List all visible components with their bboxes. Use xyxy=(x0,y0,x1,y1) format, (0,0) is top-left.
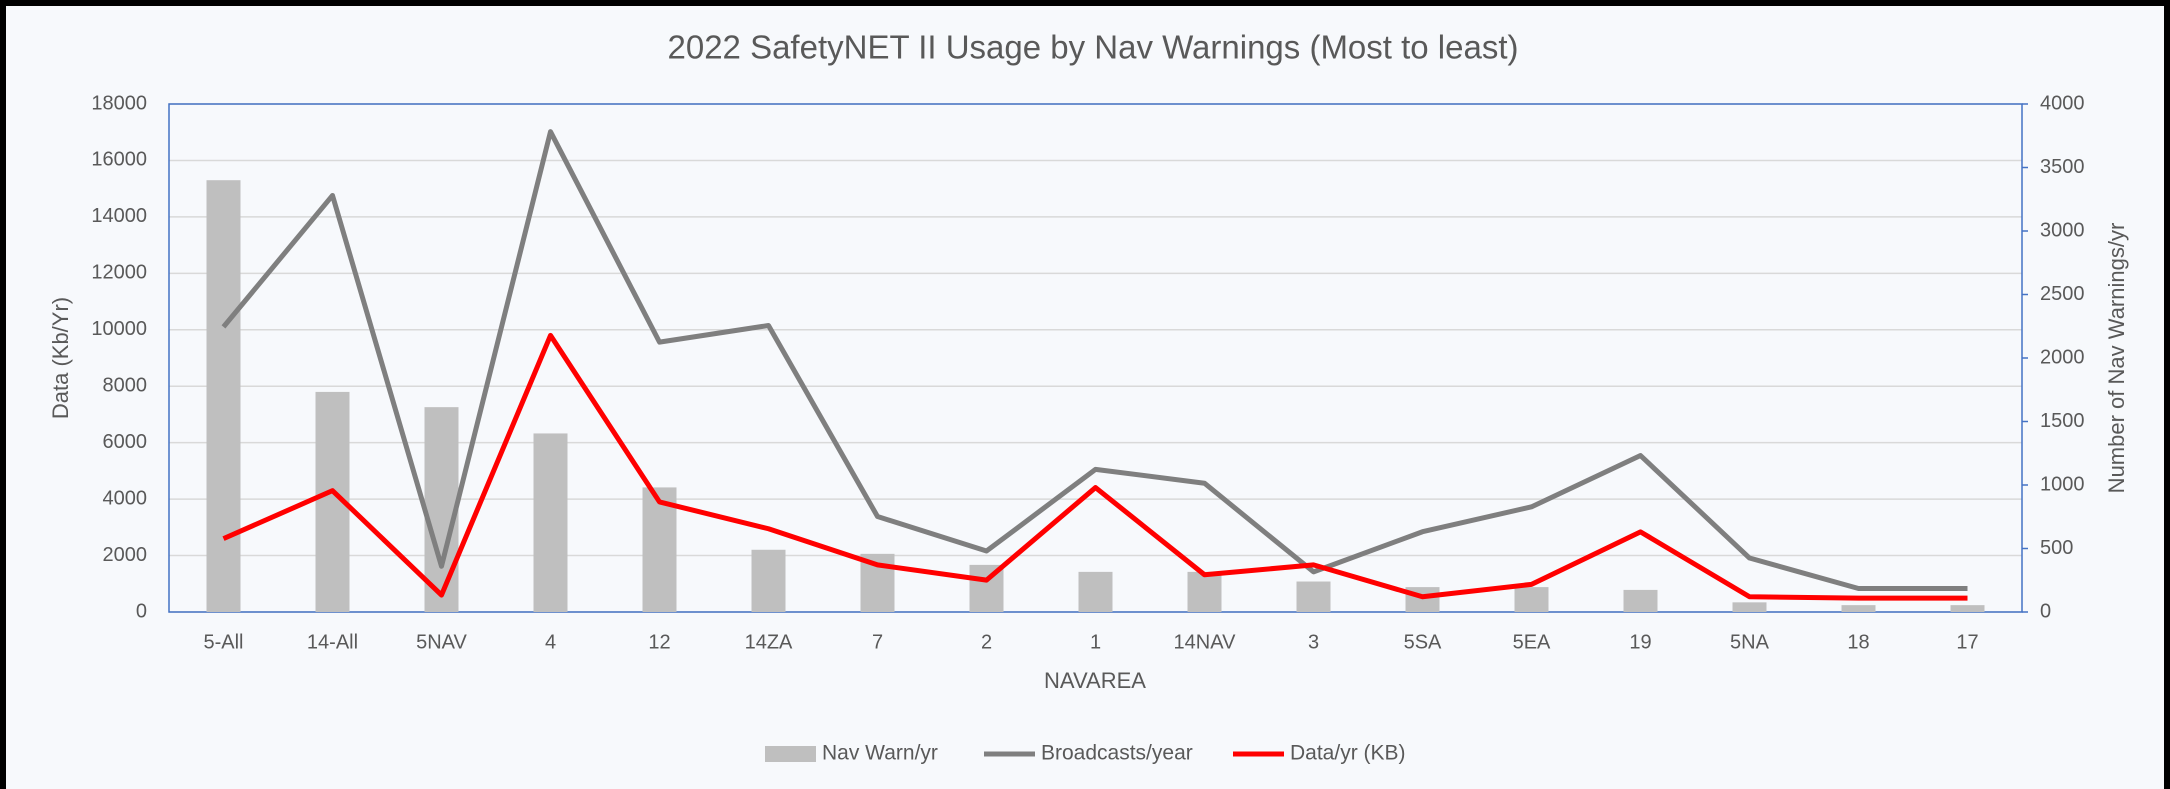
y2-tick-label: 2500 xyxy=(2040,283,2085,305)
bar xyxy=(1514,587,1549,612)
x-tick-label: 14ZA xyxy=(745,631,793,653)
y2-tick-label: 1500 xyxy=(2040,410,2085,432)
x-tick-label: 14-All xyxy=(307,631,358,653)
x-tick-label: 7 xyxy=(872,631,883,653)
x-tick-label: 18 xyxy=(1847,631,1869,653)
y2-tick-label: 500 xyxy=(2040,537,2073,559)
x-tick-label: 2 xyxy=(981,631,992,653)
legend-label: Broadcasts/year xyxy=(1041,742,1193,765)
legend-label: Data/yr (KB) xyxy=(1290,742,1406,765)
y-tick-label: 0 xyxy=(136,600,147,622)
y-tick-label: 16000 xyxy=(91,149,147,171)
y-tick-label: 18000 xyxy=(91,92,147,114)
x-tick-label: 19 xyxy=(1629,631,1651,653)
x-tick-label: 5EA xyxy=(1513,631,1551,653)
y2-tick-label: 2000 xyxy=(2040,346,2085,368)
y-tick-label: 14000 xyxy=(91,205,147,227)
y-tick-label: 8000 xyxy=(103,375,148,397)
x-tick-label: 5NAV xyxy=(416,631,467,653)
bar xyxy=(751,549,786,612)
chart-title: 2022 SafetyNET II Usage by Nav Warnings … xyxy=(667,29,1518,66)
line xyxy=(222,332,1968,601)
x-tick-label: 5-All xyxy=(203,631,243,653)
y2-tick-label: 3000 xyxy=(2040,219,2085,241)
chart-background xyxy=(6,6,2164,789)
x-tick-label: 4 xyxy=(545,631,556,653)
legend-label: Nav Warn/yr xyxy=(822,742,938,765)
y2-tick-label: 1000 xyxy=(2040,473,2085,495)
x-tick-label: 1 xyxy=(1090,631,1101,653)
bar xyxy=(1623,589,1658,612)
bar xyxy=(1296,581,1331,612)
x-tick-label: 3 xyxy=(1308,631,1319,653)
y2-tick-label: 0 xyxy=(2040,600,2051,622)
bar xyxy=(1841,605,1876,612)
bar xyxy=(1732,602,1767,612)
x-tick-label: 12 xyxy=(648,631,670,653)
bar xyxy=(1078,571,1113,612)
legend-swatch xyxy=(765,746,816,762)
y-axis-title: Data (Kb/Yr) xyxy=(48,297,73,419)
y-tick-label: 12000 xyxy=(91,262,147,284)
y-tick-label: 6000 xyxy=(103,431,148,453)
x-tick-label: 17 xyxy=(1956,631,1978,653)
y-tick-label: 10000 xyxy=(91,318,147,340)
bar xyxy=(642,487,677,612)
x-tick-label: 14NAV xyxy=(1174,631,1237,653)
bar xyxy=(424,407,459,612)
bar xyxy=(1187,571,1222,612)
bar xyxy=(206,180,241,612)
y2-tick-label: 3500 xyxy=(2040,156,2085,178)
bar xyxy=(533,433,568,612)
bar xyxy=(1950,605,1985,612)
x-axis-title: NAVAREA xyxy=(1044,668,1146,693)
y-tick-label: 4000 xyxy=(103,487,148,509)
x-tick-label: 5SA xyxy=(1404,631,1442,653)
line xyxy=(221,129,1968,592)
y2-axis-title: Number of Nav Warnings/yr xyxy=(2104,223,2129,494)
x-tick-label: 5NA xyxy=(1730,631,1770,653)
y2-tick-label: 4000 xyxy=(2040,92,2085,114)
y-tick-label: 2000 xyxy=(103,544,148,566)
